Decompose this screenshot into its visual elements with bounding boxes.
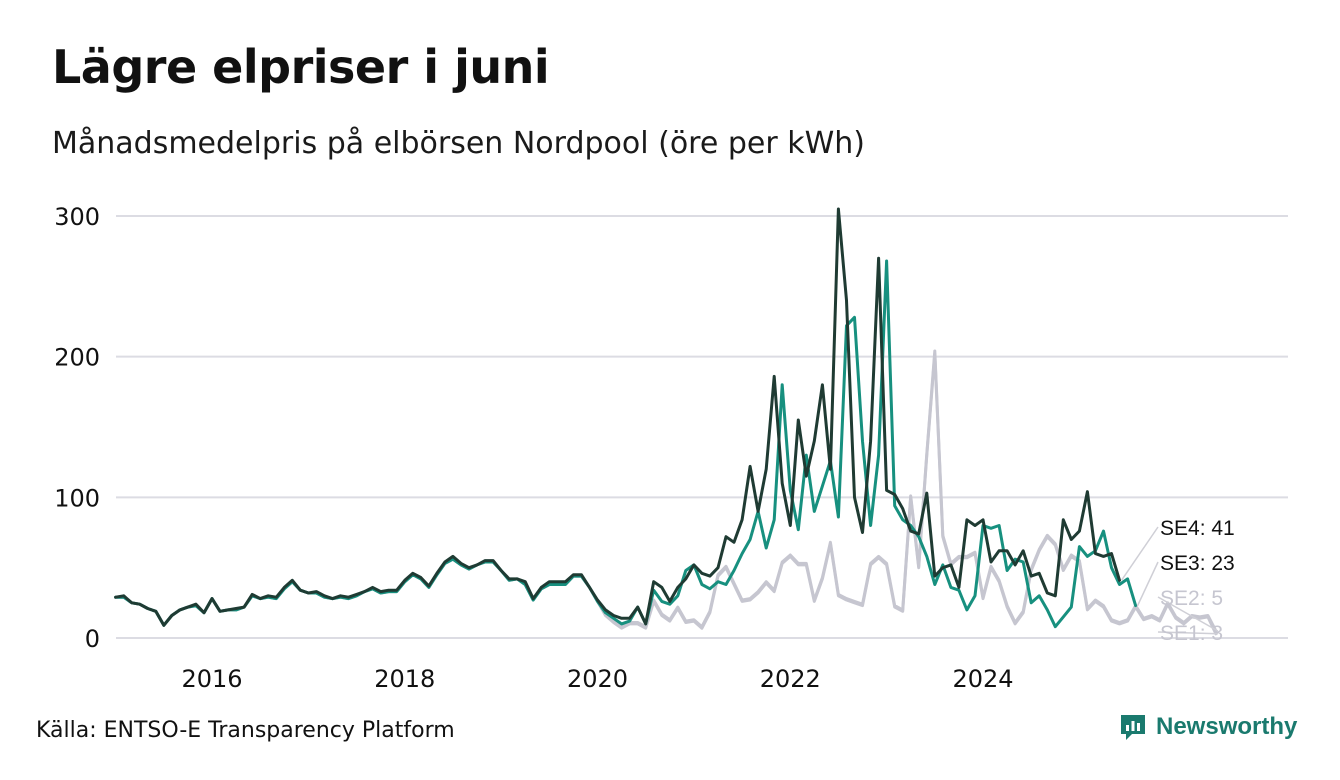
- series-label-se4: SE4: 41: [1160, 517, 1235, 540]
- series-label-se1: SE1: 3: [1160, 622, 1223, 645]
- leader-line-se4: [1120, 526, 1159, 581]
- chart-title: Lägre elpriser i juni: [52, 40, 550, 94]
- x-tick-label: 2018: [374, 665, 435, 693]
- x-axis-ticks: 2016 2018 2020 2022 2024: [181, 665, 1013, 693]
- x-tick-label: 2022: [760, 665, 821, 693]
- series-label-se2: SE2: 5: [1160, 587, 1223, 610]
- series-line-se3: [114, 259, 1138, 629]
- y-tick-label: 100: [54, 484, 100, 512]
- series-line-se4: [114, 207, 1121, 627]
- x-tick-label: 2016: [181, 665, 242, 693]
- y-axis-ticks: 0 100 200 300: [54, 203, 100, 653]
- y-tick-label: 0: [85, 625, 100, 653]
- brand-logo[interactable]: Newsworthy: [1118, 712, 1297, 742]
- series-label-se3: SE3: 23: [1160, 552, 1235, 575]
- brand-name: Newsworthy: [1156, 713, 1298, 740]
- chart-subtitle: Månadsmedelpris på elbörsen Nordpool (ör…: [52, 126, 865, 161]
- source-note: Källa: ENTSO-E Transparency Platform: [36, 718, 455, 743]
- y-tick-label: 300: [54, 203, 100, 231]
- x-tick-label: 2024: [952, 665, 1013, 693]
- leader-line-se3: [1136, 561, 1159, 606]
- series-line-se2: [114, 349, 1218, 633]
- series-lines: [114, 207, 1218, 636]
- newsworthy-logo-icon: [1121, 715, 1145, 740]
- gridlines: [116, 215, 1288, 639]
- series-end-labels: SE1: 3 SE2: 5 SE3: 23 SE4: 41: [1120, 517, 1235, 645]
- leader-line-se2: [1157, 596, 1219, 632]
- y-tick-label: 200: [54, 344, 100, 372]
- x-tick-label: 2020: [567, 665, 628, 693]
- leader-line-se1: [1157, 631, 1218, 635]
